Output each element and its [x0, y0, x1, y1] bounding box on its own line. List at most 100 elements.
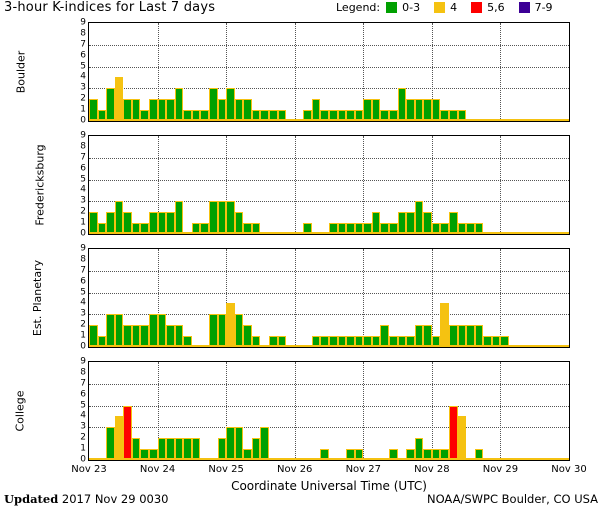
gridline-horizontal	[89, 383, 569, 385]
bar	[106, 314, 115, 347]
bar	[346, 336, 355, 347]
bar	[371, 99, 381, 121]
bar	[414, 438, 424, 460]
x-axis-tick-label: Nov 24	[139, 464, 176, 475]
x-axis-tick-label: Nov 25	[208, 464, 244, 475]
bar	[440, 223, 449, 234]
legend-yellow-swatch-icon	[434, 2, 446, 13]
y-axis-tick-label: 5	[80, 174, 86, 185]
gridline-vertical	[157, 249, 159, 347]
bar	[371, 212, 381, 234]
y-axis-tick-label: 1	[80, 443, 86, 454]
panel-boulder: Boulder 0 1 2 3 4 5 6 7 8 9	[0, 18, 600, 125]
legend-title: Legend:	[336, 1, 381, 14]
bar	[397, 88, 407, 121]
x-axis-title: Coordinate Universal Time (UTC)	[231, 479, 427, 493]
y-axis-tick-label: 0	[80, 115, 86, 126]
gridline-vertical	[157, 23, 159, 121]
x-axis-tick-label: Nov 28	[414, 464, 450, 475]
footer-source: NOAA/SWPC Boulder, CO USA	[426, 492, 598, 506]
bar	[431, 336, 441, 347]
y-axis-tick-label: 3	[80, 82, 86, 93]
legend-purple-swatch-icon	[518, 2, 530, 13]
y-axis-tick-label: 0	[80, 341, 86, 352]
bar	[311, 336, 321, 347]
y-axis-tick-label: 6	[80, 50, 86, 61]
bar	[123, 405, 132, 460]
bar	[123, 99, 132, 121]
y-axis-tick-label: 6	[80, 276, 86, 287]
bar	[337, 336, 347, 347]
bar	[209, 88, 218, 121]
bar	[406, 336, 415, 347]
gridline-vertical	[431, 23, 433, 121]
bar	[414, 99, 424, 121]
bar	[389, 336, 398, 347]
bar	[114, 416, 124, 460]
bar	[183, 110, 192, 121]
bar	[363, 223, 372, 234]
gridline-horizontal	[89, 179, 569, 181]
bar	[191, 110, 201, 121]
bar	[260, 427, 269, 460]
bar	[260, 110, 269, 121]
y-axis-tick-label: 9	[80, 356, 86, 367]
gridline-vertical	[157, 362, 159, 460]
bar	[209, 314, 218, 347]
bar	[303, 223, 312, 234]
gridline-vertical	[363, 249, 365, 347]
bar	[166, 212, 175, 234]
x-axis-tick-label: Nov 27	[345, 464, 381, 475]
axis-baseline	[89, 119, 569, 121]
gridline-vertical	[431, 136, 433, 234]
bar	[97, 336, 107, 347]
y-axis-tick-label: 7	[80, 39, 86, 50]
bar	[174, 438, 184, 460]
gridline-vertical	[157, 136, 159, 234]
y-axis-tick-label: 3	[80, 421, 86, 432]
bar	[174, 88, 184, 121]
bar	[311, 99, 321, 121]
axis-baseline	[89, 458, 569, 460]
legend-item-1: 4	[434, 1, 457, 14]
bar	[157, 99, 167, 121]
bar	[174, 325, 184, 347]
plot-area	[88, 248, 570, 348]
bar	[414, 201, 424, 234]
plot-area	[88, 135, 570, 235]
gridline-vertical	[500, 136, 502, 234]
x-axis-tick-label: Nov 30	[551, 464, 587, 475]
bar	[474, 325, 484, 347]
y-axis-tick-label: 7	[80, 152, 86, 163]
y-axis-tick-label: 7	[80, 265, 86, 276]
bar	[123, 325, 132, 347]
bar	[449, 110, 458, 121]
gridline-horizontal	[89, 201, 569, 203]
bar	[389, 223, 398, 234]
bar	[191, 438, 201, 460]
bar	[457, 325, 467, 347]
page-title: 3-hour K-indices for Last 7 days	[4, 0, 216, 15]
bar	[277, 110, 287, 121]
bar	[380, 110, 389, 121]
x-axis-tick-label: Nov 26	[276, 464, 313, 475]
gridline-vertical	[500, 249, 502, 347]
bar	[149, 314, 158, 347]
y-axis-tick-label: 0	[80, 228, 86, 239]
bar	[166, 325, 175, 347]
bar	[406, 212, 415, 234]
bar	[337, 110, 347, 121]
bar	[363, 336, 372, 347]
bar	[140, 449, 149, 460]
y-axis-tick-label: 4	[80, 71, 86, 82]
bar	[106, 212, 115, 234]
bar	[243, 325, 252, 347]
legend-item-2: 5,6	[471, 1, 505, 14]
y-axis-tick-label: 2	[80, 93, 86, 104]
bar	[329, 110, 338, 121]
bar	[149, 449, 158, 460]
y-axis-tick-label: 3	[80, 308, 86, 319]
gridline-vertical	[363, 136, 365, 234]
y-axis-tick-label: 6	[80, 389, 86, 400]
